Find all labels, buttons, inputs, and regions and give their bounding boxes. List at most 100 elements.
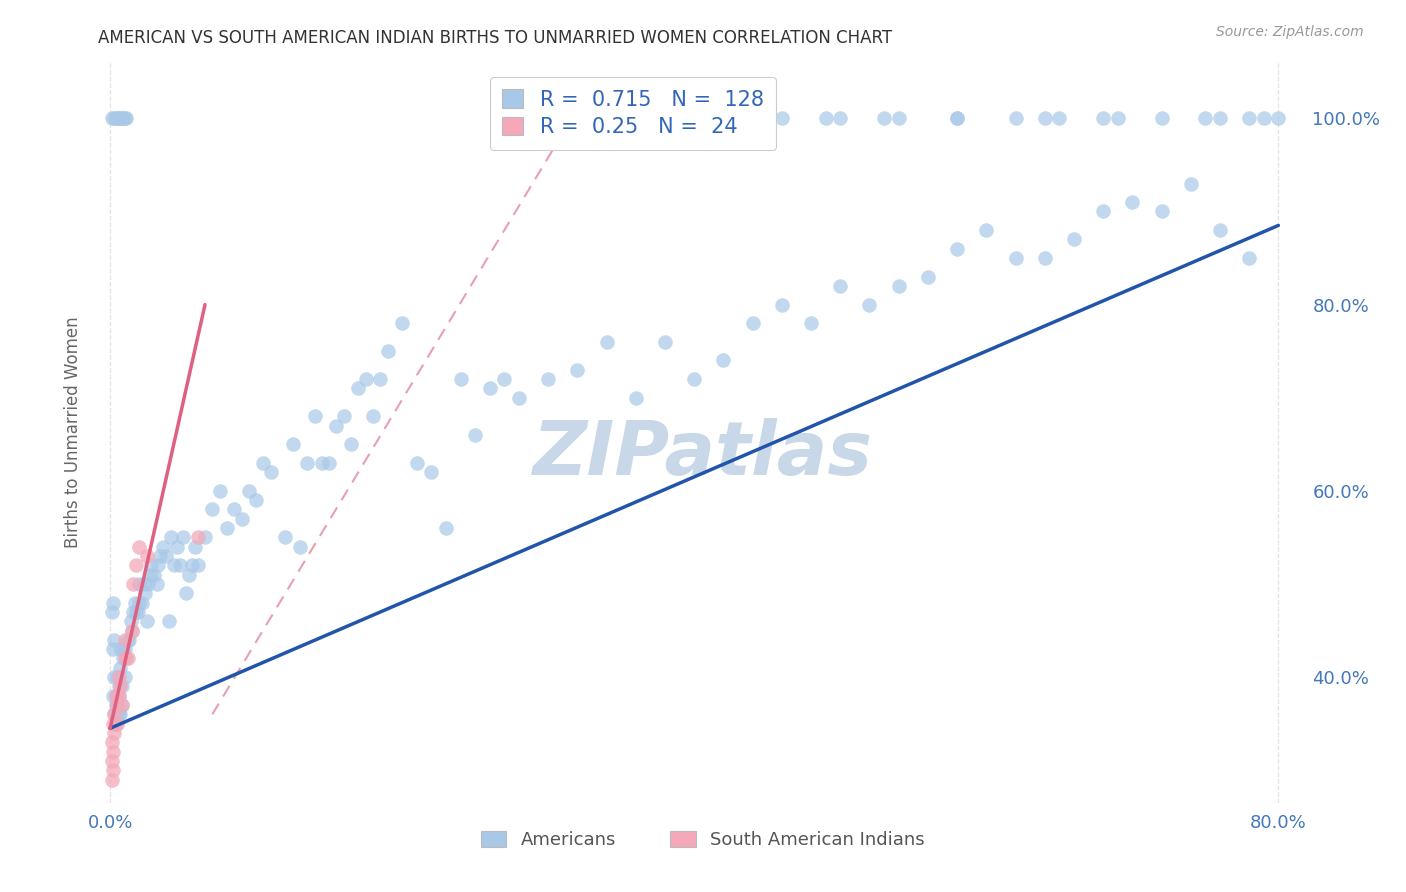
Point: [297, 456, 319, 470]
Point: [149, 549, 172, 563]
Point: [115, 112, 138, 126]
Point: [124, 596, 146, 610]
Y-axis label: Births to Unmarried Women: Births to Unmarried Women: [63, 317, 82, 549]
Point: [111, 112, 134, 126]
Point: [260, 465, 283, 479]
Point: [1267, 112, 1289, 126]
Point: [135, 614, 157, 628]
Point: [1253, 112, 1275, 126]
Point: [135, 549, 157, 563]
Point: [830, 279, 852, 293]
Point: [1209, 112, 1232, 126]
Point: [101, 763, 124, 777]
Point: [224, 502, 246, 516]
Point: [101, 745, 124, 759]
Point: [160, 530, 183, 544]
Point: [114, 651, 136, 665]
Point: [311, 456, 333, 470]
Point: [101, 689, 124, 703]
Point: [231, 512, 253, 526]
Point: [288, 540, 311, 554]
Point: [1004, 251, 1026, 265]
Point: [215, 521, 238, 535]
Point: [108, 707, 131, 722]
Point: [194, 530, 217, 544]
Point: [112, 112, 135, 126]
Point: [1194, 112, 1216, 126]
Point: [103, 112, 125, 126]
Point: [107, 698, 129, 712]
Point: [180, 558, 202, 573]
Point: [120, 614, 142, 628]
Point: [567, 363, 589, 377]
Point: [1092, 204, 1115, 219]
Point: [177, 567, 200, 582]
Point: [1180, 177, 1202, 191]
Point: [125, 605, 148, 619]
Point: [127, 605, 149, 619]
Point: [974, 223, 997, 237]
Point: [624, 391, 647, 405]
Point: [128, 596, 150, 610]
Point: [201, 502, 224, 516]
Point: [245, 493, 267, 508]
Point: [654, 112, 676, 126]
Point: [174, 586, 197, 600]
Point: [111, 698, 134, 712]
Point: [103, 632, 125, 647]
Point: [187, 530, 209, 544]
Point: [101, 596, 124, 610]
Point: [104, 698, 127, 712]
Point: [478, 381, 501, 395]
Point: [800, 316, 823, 330]
Point: [281, 437, 304, 451]
Point: [434, 521, 457, 535]
Point: [122, 577, 145, 591]
Point: [155, 549, 177, 563]
Point: [115, 651, 138, 665]
Point: [157, 614, 180, 628]
Point: [125, 558, 148, 573]
Point: [1121, 195, 1143, 210]
Point: [318, 456, 340, 470]
Point: [138, 567, 160, 582]
Point: [946, 242, 969, 256]
Point: [100, 735, 122, 749]
Point: [830, 112, 852, 126]
Point: [107, 698, 129, 712]
Point: [347, 381, 370, 395]
Point: [107, 112, 129, 126]
Point: [494, 372, 516, 386]
Point: [108, 689, 131, 703]
Point: [858, 297, 880, 311]
Point: [1004, 112, 1026, 126]
Point: [100, 754, 122, 768]
Point: [108, 679, 131, 693]
Point: [122, 605, 145, 619]
Point: [274, 530, 297, 544]
Point: [450, 372, 472, 386]
Point: [139, 558, 162, 573]
Point: [110, 112, 132, 126]
Point: [104, 716, 127, 731]
Point: [814, 112, 837, 126]
Point: [112, 642, 135, 657]
Point: [131, 596, 153, 610]
Point: [110, 642, 132, 657]
Point: [152, 540, 174, 554]
Point: [163, 558, 186, 573]
Point: [107, 670, 129, 684]
Point: [595, 334, 617, 349]
Point: [108, 112, 131, 126]
Text: Source: ZipAtlas.com: Source: ZipAtlas.com: [1216, 25, 1364, 39]
Point: [713, 353, 735, 368]
Point: [917, 269, 939, 284]
Point: [107, 689, 129, 703]
Point: [112, 651, 135, 665]
Point: [304, 409, 326, 424]
Point: [1063, 232, 1085, 246]
Legend: Americans, South American Indians: Americans, South American Indians: [474, 824, 932, 856]
Point: [238, 483, 260, 498]
Point: [887, 279, 910, 293]
Point: [111, 679, 134, 693]
